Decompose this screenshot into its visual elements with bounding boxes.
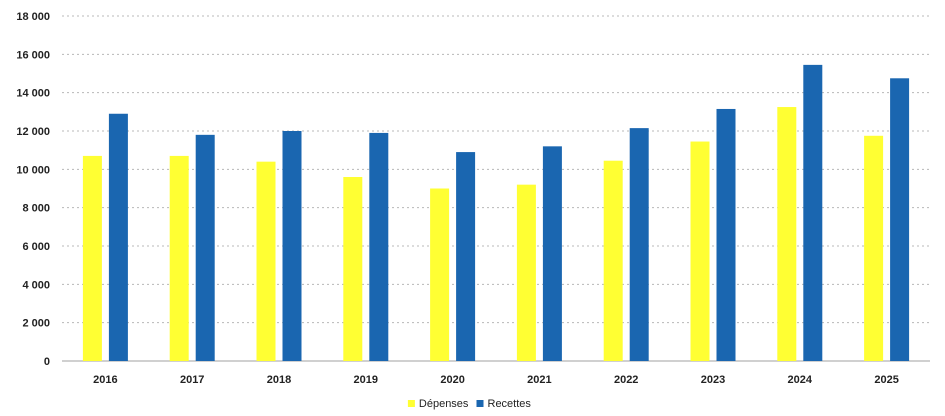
x-tick-label: 2016 [93,374,117,386]
bar-depenses-2021 [516,184,536,361]
x-tick-label: 2021 [527,374,551,386]
bar-depenses-2025 [864,135,884,361]
bar-depenses-2023 [690,141,710,361]
bar-depenses-2018 [256,161,276,361]
x-tick-label: 2020 [440,374,464,386]
bar-depenses-2020 [430,188,450,361]
x-tick-label: 2017 [180,374,204,386]
bar-recettes-2025 [890,78,910,362]
x-tick-label: 2019 [354,374,378,386]
y-tick-label: 2 000 [22,318,50,330]
legend-swatch-depenses [407,400,415,407]
bar-recettes-2020 [456,152,476,361]
legend-swatch-recettes [476,400,484,407]
bar-recettes-2016 [108,113,128,361]
grid-lines [62,15,930,324]
x-tick-label: 2022 [614,374,638,386]
bar-depenses-2019 [343,177,363,361]
bar-recettes-2018 [282,131,302,361]
y-tick-label: 10 000 [16,164,50,176]
y-tick-label: 16 000 [16,49,50,61]
x-tick-label: 2023 [701,374,725,386]
bar-depenses-2022 [603,160,623,361]
x-tick-label: 2018 [267,374,291,386]
x-tick-label: 2024 [788,374,813,386]
legend-label-recettes: Recettes [488,398,532,410]
y-tick-label: 6 000 [22,241,50,253]
bar-recettes-2022 [629,128,649,361]
y-tick-label: 18 000 [16,11,50,23]
x-axis-tick-labels: 2016 2017 2018 2019 2020 2021 2022 2023 2024 2025 [93,374,899,386]
y-tick-label: 14 000 [16,88,50,100]
bar-recettes-2019 [369,132,389,361]
bars [82,64,910,362]
bar-recettes-2024 [803,64,823,361]
y-tick-label: 0 [44,356,50,368]
y-tick-label: 8 000 [22,203,50,215]
x-tick-label: 2025 [874,374,898,386]
legend: Dépenses Recettes [407,398,532,410]
y-tick-label: 4 000 [22,279,50,291]
bar-recettes-2021 [542,146,562,361]
bar-recettes-2023 [716,108,736,361]
bar-depenses-2024 [777,107,797,362]
bar-depenses-2017 [169,155,189,361]
y-axis-tick-labels: 0 2 000 4 000 6 000 8 000 10 000 12 000 14 000 1… [16,11,50,368]
bar-depenses-2016 [82,155,102,361]
legend-label-depenses: Dépenses [419,398,469,410]
y-tick-label: 12 000 [16,126,50,138]
bar-recettes-2017 [195,134,215,361]
